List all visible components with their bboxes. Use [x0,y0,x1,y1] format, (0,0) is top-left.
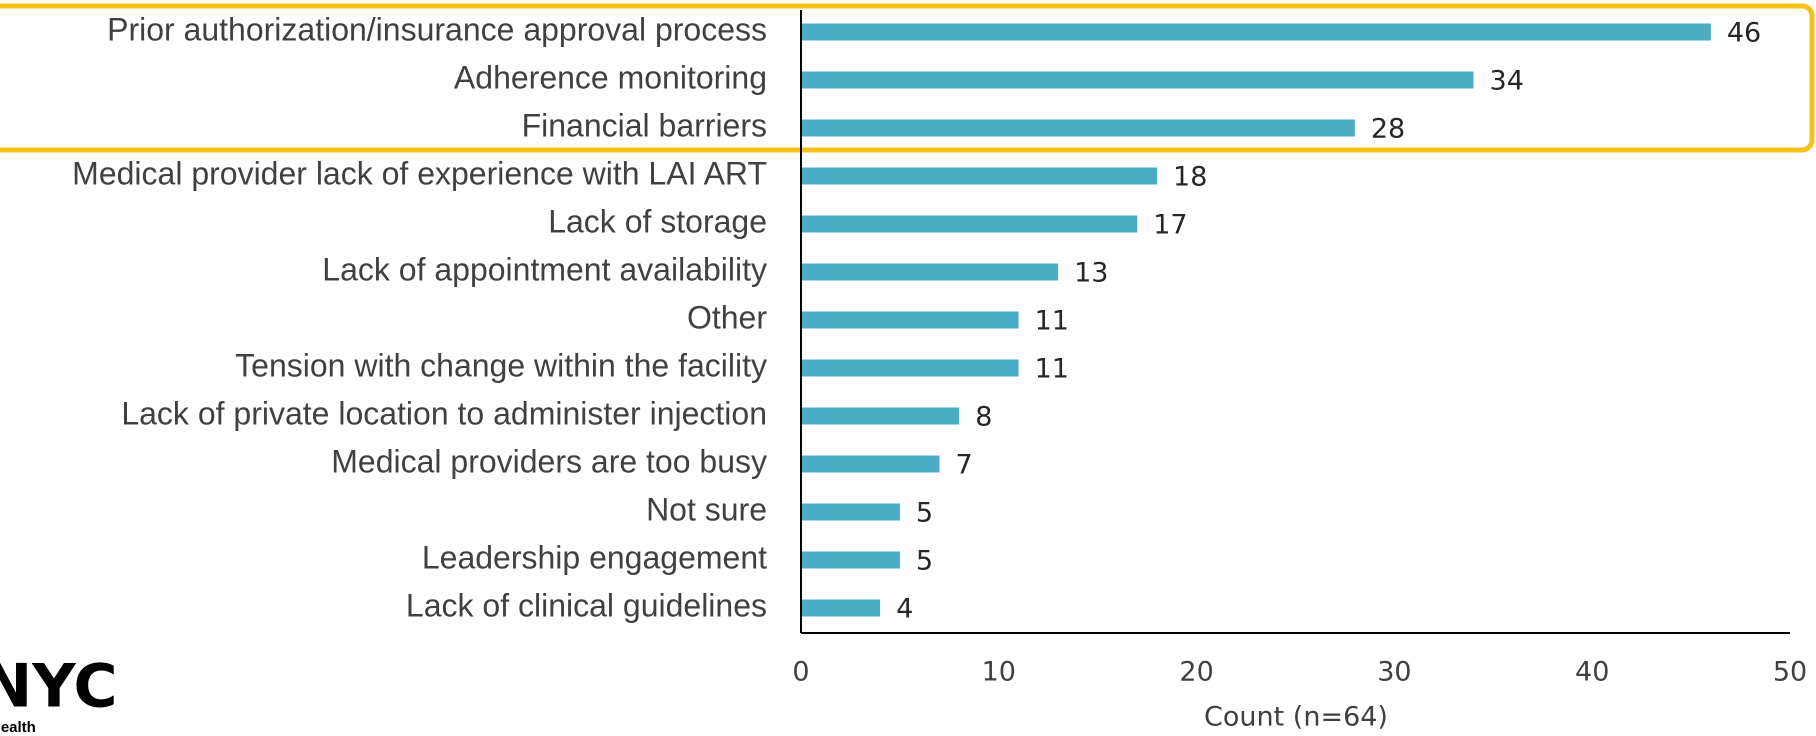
category-label: Lack of appointment availability [322,251,767,287]
bar [801,551,900,569]
x-tick-label: 30 [1377,657,1411,688]
bar [801,503,900,521]
category-label: Other [687,299,767,335]
category-label: Adherence monitoring [454,59,767,95]
category-label: Leadership engagement [422,539,767,575]
value-label: 18 [1173,162,1207,193]
category-label: Lack of clinical guidelines [406,587,767,623]
bar [801,23,1711,41]
highlight-box [0,3,1815,153]
bar [801,119,1355,137]
bar [801,359,1019,377]
value-label: 11 [1035,354,1069,385]
category-label: Prior authorization/insurance approval p… [107,11,767,47]
value-label: 8 [975,402,992,433]
value-label: 4 [896,594,913,625]
x-tick-label: 20 [1179,657,1213,688]
value-label: 46 [1727,18,1761,49]
x-tick-label: 0 [792,657,809,688]
bar [801,167,1158,185]
x-axis-label: Count (n=64) [1204,702,1388,733]
logo: NYC [0,652,118,722]
category-label: Medical providers are too busy [331,443,767,479]
value-label: 17 [1153,210,1187,241]
bar [801,311,1019,329]
value-label: 11 [1035,306,1069,337]
bar [801,407,960,425]
value-label: 28 [1371,114,1405,145]
category-label: Financial barriers [522,107,767,143]
category-label: Tension with change within the facility [235,347,767,383]
bar [801,455,940,473]
bar [801,263,1059,281]
x-tick-label: 40 [1575,657,1609,688]
category-label: Medical provider lack of experience with… [72,155,767,191]
value-label: 13 [1074,258,1108,289]
bar [801,215,1138,233]
logo-subtitle: Health [0,719,36,736]
value-label: 5 [916,546,933,577]
category-label: Lack of storage [548,203,767,239]
bar [801,71,1474,89]
category-label: Not sure [646,491,767,527]
x-tick-label: 50 [1773,657,1807,688]
x-tick-label: 10 [982,657,1016,688]
category-label: Lack of private location to administer i… [121,395,767,431]
value-label: 5 [916,498,933,529]
value-label: 34 [1490,66,1524,97]
bar [801,599,881,617]
value-label: 7 [955,450,972,481]
